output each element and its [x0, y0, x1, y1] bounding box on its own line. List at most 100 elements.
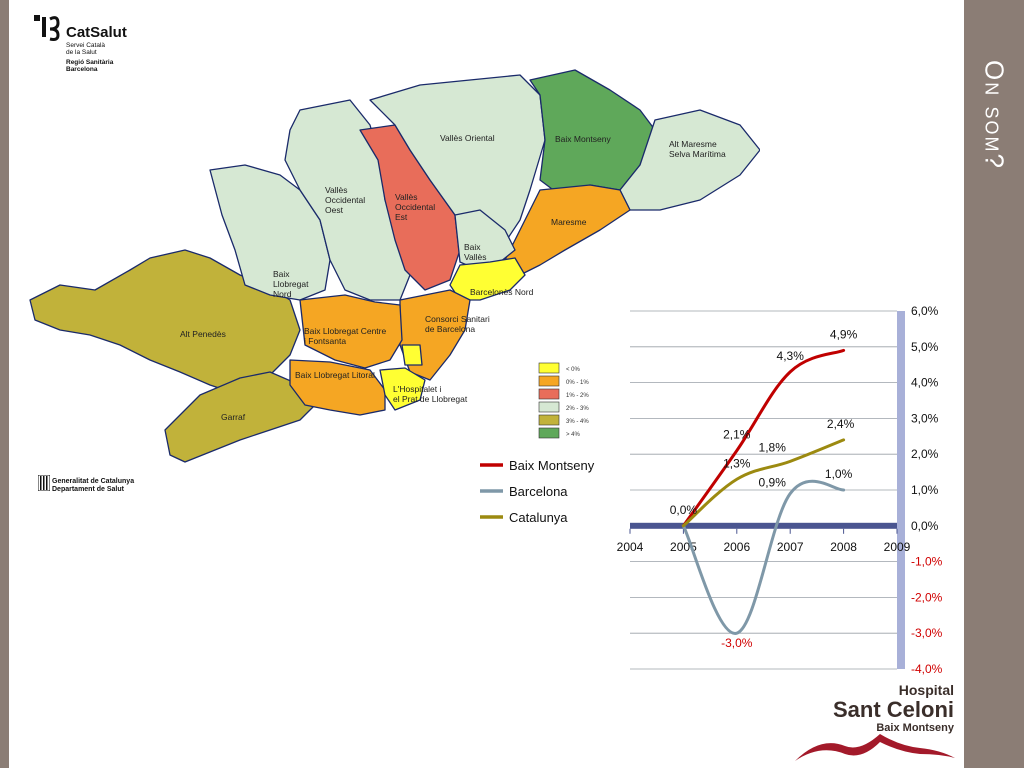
legend-label-4: 3% - 4%	[566, 419, 589, 425]
data-label: 1,0%	[825, 467, 853, 481]
series-line-0	[681, 348, 846, 528]
y-tick-label: -1,0%	[911, 555, 943, 569]
legend-label-1: Barcelona	[509, 484, 568, 499]
catsalut-line2: de la Salut	[66, 49, 97, 56]
label-bln-1: Baix	[273, 269, 290, 279]
y-axis-bar	[897, 311, 905, 669]
health-region-map: Vallès Oriental Baix Montseny Alt Maresm…	[29, 69, 760, 463]
generalitat-line2: Departament de Salut	[52, 486, 124, 493]
label-consorci-2: de Barcelona	[425, 324, 475, 334]
map-region-alt-maresme	[619, 109, 760, 211]
label-lh-1: L'Hospitalet i	[393, 384, 442, 394]
map-region-yellow-patch	[401, 344, 423, 366]
map-legend: < 0% 0% - 1% 1% - 2% 2% - 3% 3% - 4% > 4…	[538, 362, 589, 439]
chart-series	[681, 348, 846, 635]
x-tick-label: 2007	[777, 540, 804, 554]
data-label: 4,3%	[777, 349, 805, 363]
data-label: 4,9%	[830, 327, 858, 341]
chart-grid	[630, 310, 897, 670]
label-baix-valles-1: Baix	[464, 242, 481, 252]
chart-ticks: 2004 2005 2006 2007 2008 20096,0%5,0%4,0%3,0%…	[617, 304, 943, 676]
label-voo-3: Oest	[325, 205, 344, 215]
map-region-baix-llobregat-centre	[299, 294, 403, 369]
legend-swatch-2	[538, 388, 560, 400]
legend-swatch-5	[538, 427, 560, 439]
legend-swatch-0	[538, 362, 560, 374]
label-baix-montseny: Baix Montseny	[555, 134, 611, 144]
label-maresme: Maresme	[551, 217, 587, 227]
label-voo-1: Vallès	[325, 185, 348, 195]
hospital-logo-line1: Hospital	[898, 682, 954, 698]
legend-label-5: > 4%	[566, 432, 581, 438]
data-label: 1,8%	[759, 440, 787, 454]
x-tick-label: 2004	[617, 540, 644, 554]
hospital-logo-line2: Sant Celoni	[832, 697, 954, 722]
label-bll: Baix Llobregat Litoral	[295, 370, 375, 380]
data-label: 2,4%	[827, 417, 855, 431]
x-tick-label: 2008	[830, 540, 857, 554]
catsalut-logo-icon	[34, 15, 60, 41]
label-lh-2: el Prat de Llobregat	[393, 394, 468, 404]
chart-legend: Baix Montseny Barcelona Catalunya	[480, 458, 595, 525]
label-alt-penedes: Alt Penedès	[180, 329, 226, 339]
label-alt-maresme-1: Alt Maresme	[669, 139, 717, 149]
catsalut-line3: Regió Sanitària	[66, 59, 114, 66]
series-line-1	[681, 479, 846, 635]
map-region-alt-penedes	[29, 249, 301, 396]
map-region-baix-llobregat-nord	[209, 164, 331, 301]
legend-label-2: 1% - 2%	[566, 393, 589, 399]
map-region-baix-valles	[454, 209, 516, 271]
y-tick-label: 1,0%	[911, 483, 939, 497]
y-tick-label: 3,0%	[911, 411, 939, 425]
label-baix-valles-2: Vallès	[464, 252, 487, 262]
y-tick-label: 6,0%	[911, 304, 939, 318]
data-label: 1,3%	[723, 456, 751, 470]
legend-label-3: 2% - 3%	[566, 406, 589, 412]
label-bln-3: Nord	[273, 289, 292, 299]
label-voe-2: Occidental	[395, 202, 435, 212]
y-tick-label: -4,0%	[911, 662, 943, 676]
map-region-valles-oriental	[369, 74, 546, 271]
left-decoration-bar	[0, 0, 9, 768]
series-line-2	[681, 438, 846, 528]
x-axis-bar	[630, 522, 897, 529]
legend-swatch-1	[538, 375, 560, 387]
chart-axes	[629, 311, 905, 669]
label-bln-2: Llobregat	[273, 279, 309, 289]
x-tick-label: 2006	[723, 540, 750, 554]
legend-label-2: Catalunya	[509, 510, 568, 525]
catsalut-brand: CatSalut	[66, 24, 127, 41]
map-region-lhospitalet	[379, 367, 426, 411]
title-sidebar	[964, 0, 1024, 768]
label-blc-2: i Fontsanta	[304, 336, 346, 346]
generalitat-logo-icon	[38, 475, 50, 491]
label-garraf: Garraf	[221, 412, 246, 422]
map-region-barcelones-nord	[449, 257, 526, 301]
legend-label-0: < 0%	[566, 367, 581, 373]
y-tick-label: -3,0%	[911, 626, 943, 640]
data-label: 0,0%	[670, 503, 698, 517]
label-valles-oriental: Vallès Oriental	[440, 133, 495, 143]
legend-label-1: 0% - 1%	[566, 380, 589, 386]
y-tick-label: 5,0%	[911, 340, 939, 354]
label-voe-3: Est	[395, 212, 408, 222]
label-voe-1: Vallès	[395, 192, 418, 202]
label-voo-2: Occidental	[325, 195, 365, 205]
label-blc-1: Baix Llobregat Centre	[304, 326, 386, 336]
hospital-logo-swoosh-icon	[795, 734, 955, 761]
data-label: 2,1%	[723, 428, 751, 442]
legend-swatch-4	[538, 414, 560, 426]
y-tick-label: -2,0%	[911, 590, 943, 604]
y-tick-label: 4,0%	[911, 376, 939, 390]
label-alt-maresme-2: Selva Marítima	[669, 149, 726, 159]
data-label: -3,0%	[721, 636, 753, 650]
catsalut-line1: Servei Català	[66, 42, 106, 49]
y-tick-label: 0,0%	[911, 519, 939, 533]
catsalut-line4: Barcelona	[66, 66, 98, 73]
legend-label-0: Baix Montseny	[509, 458, 595, 473]
hospital-logo-line3: Baix Montseny	[876, 722, 954, 734]
generalitat-text: Generalitat de Catalunya Departament de …	[52, 478, 134, 494]
x-tick-label: 2009	[884, 540, 911, 554]
